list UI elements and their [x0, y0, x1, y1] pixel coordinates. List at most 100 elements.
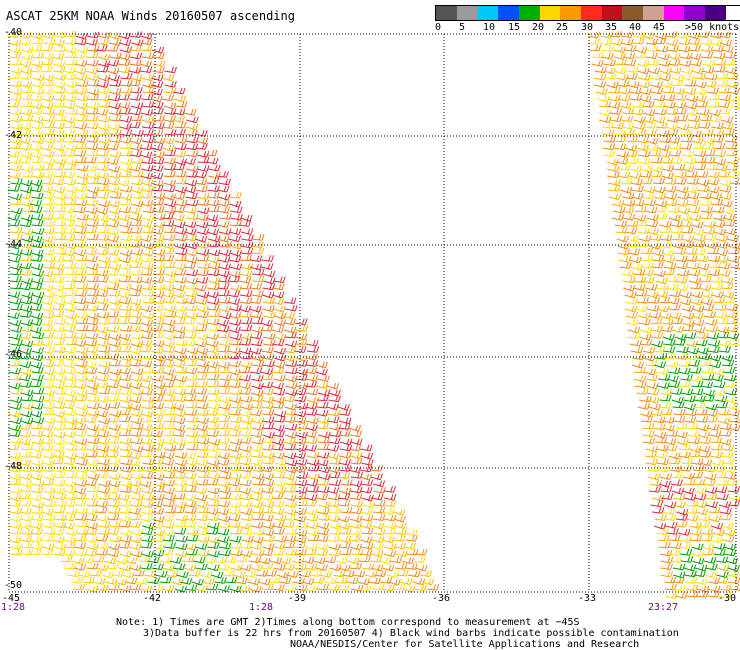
wind-barb [53, 431, 66, 439]
wind-barb [261, 480, 275, 487]
wind-barb [645, 52, 658, 60]
legend-swatch [498, 6, 519, 20]
wind-barb [104, 578, 118, 585]
wind-barb [208, 277, 221, 285]
wind-barb [96, 471, 109, 479]
wind-barb [217, 206, 230, 214]
wind-barb [249, 367, 263, 375]
wind-barb [162, 326, 176, 333]
wind-barb [142, 522, 155, 530]
wind-barb [271, 438, 285, 446]
wind-barb [598, 109, 612, 117]
wind-barb [372, 514, 386, 521]
wind-barb [152, 234, 165, 242]
wind-barb [162, 247, 175, 255]
wind-barb [64, 423, 77, 431]
wind-barb [679, 143, 693, 150]
wind-barb [119, 304, 132, 312]
wind-barb [656, 465, 670, 473]
wind-barb [649, 73, 662, 81]
wind-barb [647, 473, 661, 481]
wind-barb [335, 577, 348, 584]
wind-barb [668, 290, 682, 298]
wind-barb [206, 157, 219, 165]
wind-barb [87, 485, 100, 493]
wind-barb [31, 374, 44, 382]
wind-barb [51, 178, 65, 186]
wind-barb [239, 297, 253, 305]
wind-barb [85, 268, 99, 276]
wind-barb [159, 576, 172, 584]
wind-barb [601, 129, 615, 136]
wind-barb [19, 311, 33, 318]
wind-barb [196, 333, 209, 341]
wind-barb [211, 571, 224, 579]
wind-barb [184, 367, 198, 375]
wind-barb [76, 172, 89, 180]
wind-barb [42, 291, 55, 299]
wind-barb [662, 508, 676, 515]
wind-barb [185, 129, 198, 137]
wind-barb [646, 291, 659, 299]
wind-barb [74, 549, 88, 557]
wind-barb [681, 150, 695, 158]
wind-barb [638, 235, 652, 242]
wind-barb [349, 452, 363, 459]
wind-barb [218, 403, 232, 410]
wind-barb [75, 389, 88, 397]
wind-barb [20, 410, 33, 418]
wind-barb [271, 298, 285, 305]
wind-barb [173, 95, 186, 103]
wind-barb [618, 163, 631, 171]
wind-barb [370, 564, 384, 572]
wind-barb [719, 507, 732, 515]
wind-barb [358, 555, 371, 563]
wind-barb [152, 198, 165, 206]
wind-barb [96, 564, 109, 572]
wind-barb [162, 429, 175, 437]
wind-barb [284, 528, 297, 536]
wind-barb [10, 388, 23, 395]
wind-barb [713, 228, 727, 236]
wind-barb [84, 549, 97, 557]
wind-barb [218, 542, 232, 550]
wind-barb [638, 150, 651, 158]
wind-barb [174, 367, 187, 374]
wind-barb [725, 142, 738, 150]
wind-barb [689, 214, 702, 222]
wind-barb [712, 381, 726, 389]
wind-barb [240, 263, 254, 270]
wind-barb [140, 192, 153, 199]
wind-barb [119, 284, 132, 291]
wind-barb [227, 275, 241, 283]
wind-barb [659, 227, 672, 234]
wind-barb [29, 95, 43, 102]
wind-barb [139, 360, 153, 368]
wind-barb [217, 585, 230, 592]
wind-barb [644, 129, 658, 136]
wind-barb [196, 417, 209, 425]
wind-barb [106, 528, 120, 535]
wind-barb [678, 38, 691, 46]
wind-barb [52, 487, 65, 495]
wind-barb [326, 445, 340, 452]
wind-barb [32, 74, 45, 82]
wind-barb [218, 387, 231, 395]
wind-barb [251, 241, 264, 249]
wind-barb [240, 417, 254, 424]
legend-swatch [436, 6, 457, 20]
wind-barb [702, 227, 716, 235]
wind-barb [10, 549, 23, 556]
wind-barb [716, 72, 729, 80]
wind-barb [191, 578, 204, 586]
wind-barb [337, 522, 351, 530]
wind-barb [646, 305, 660, 312]
wind-barb [51, 528, 65, 536]
wind-barb [708, 354, 722, 362]
wind-barb [238, 220, 252, 227]
wind-barb [18, 459, 31, 467]
wind-barb [701, 143, 715, 151]
wind-barb [7, 291, 21, 299]
wind-barb [218, 486, 231, 494]
wind-barb [119, 536, 132, 543]
